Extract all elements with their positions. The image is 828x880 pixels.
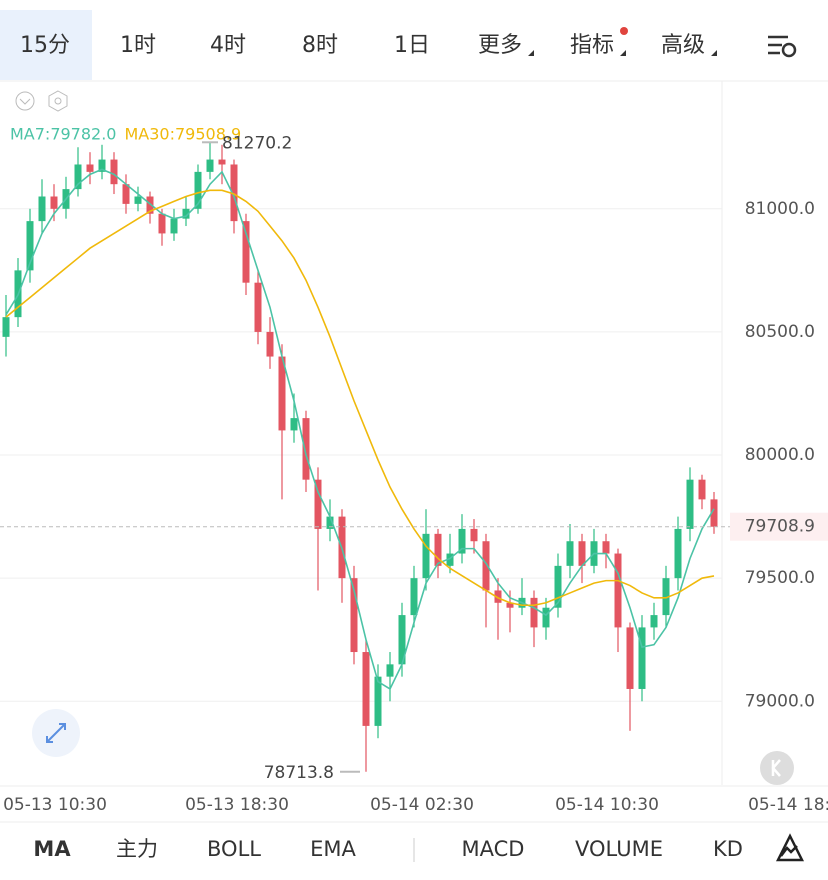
scroll-latest-button[interactable] [760, 751, 794, 785]
x-tick-label: 05-13 18:30 [185, 795, 289, 815]
x-tick-label: 05-14 10:30 [555, 795, 659, 815]
candle-body [494, 590, 502, 603]
x-tick-label: 05-14 18:30 [748, 795, 828, 815]
candle-body [626, 627, 634, 689]
candle-body [170, 218, 178, 234]
timeframe-tab[interactable]: 高级 [661, 33, 705, 58]
x-tick-label: 05-14 02:30 [370, 795, 474, 815]
candle-body [182, 208, 190, 219]
y-tick-label: 79500.0 [745, 568, 815, 588]
high-label: 81270.2 [222, 133, 292, 153]
timeframe-tab[interactable]: 指标 [570, 33, 614, 58]
candle-body [110, 159, 118, 185]
candle-body [242, 221, 250, 283]
last-price-label: 79708.9 [745, 517, 815, 537]
timeframe-tab[interactable]: 15分 [20, 33, 70, 58]
expand-button[interactable] [32, 709, 80, 757]
candle-body [566, 541, 574, 566]
y-tick-label: 80500.0 [745, 322, 815, 342]
candle-body [506, 602, 514, 608]
low-label: 78713.8 [264, 763, 334, 783]
candle-body [326, 516, 334, 529]
ma-line [5, 168, 715, 691]
candle-body [38, 196, 46, 222]
candle-body [614, 553, 622, 628]
candle-body [218, 159, 226, 165]
candle-body [230, 164, 238, 222]
ma-line [5, 189, 715, 607]
indicator-tab[interactable]: VOLUME [575, 837, 663, 861]
candle-body [434, 533, 442, 566]
candle-body [74, 164, 82, 190]
candle-body [302, 418, 310, 480]
candle-body [554, 565, 562, 608]
candle-body [686, 479, 694, 529]
candle-body [422, 533, 430, 579]
candle-body [638, 627, 646, 689]
candle-body [410, 578, 418, 616]
ma-legend: MA30:79508.9 [124, 125, 241, 144]
timeframe-tab[interactable]: 1日 [394, 33, 430, 58]
candle-body [350, 578, 358, 653]
indicator-tab[interactable]: EMA [310, 837, 356, 861]
indicator-tab[interactable]: MA [33, 837, 71, 861]
candle-body [398, 615, 406, 665]
candle-body [278, 356, 286, 431]
x-tick-label: 05-13 10:30 [3, 795, 107, 815]
candle-body [710, 499, 718, 527]
candle-body [134, 196, 142, 204]
candle-body [542, 607, 550, 628]
chart-settings-icons[interactable] [15, 90, 68, 112]
candle-body [482, 541, 490, 591]
candle-body [86, 164, 94, 172]
ma-legend: MA7:79782.0 [10, 125, 116, 144]
candle-body [386, 664, 394, 677]
y-tick-label: 81000.0 [745, 199, 815, 219]
indicator-tab[interactable]: 主力 [116, 837, 158, 861]
candle-body [578, 541, 586, 566]
candle-body [290, 418, 298, 431]
candle-body [146, 196, 154, 214]
last-price-bg [730, 512, 828, 541]
indicator-tab[interactable]: BOLL [207, 837, 261, 861]
timeframe-tab[interactable]: 更多 [478, 33, 522, 58]
draw-icon[interactable] [775, 833, 805, 862]
candle-body [602, 541, 610, 554]
candle-body [446, 553, 454, 566]
timeframe-tab[interactable]: 1时 [120, 33, 156, 58]
candle-body [254, 282, 262, 332]
candle-body [194, 171, 202, 209]
y-tick-label: 80000.0 [745, 445, 815, 465]
timeframe-tab[interactable]: 4时 [210, 33, 246, 58]
candle-body [650, 615, 658, 628]
candle-body [470, 528, 478, 542]
candle-body [362, 652, 370, 726]
candles [2, 142, 718, 772]
candle-body [158, 213, 166, 234]
candle-body [206, 159, 214, 172]
candle-body [26, 221, 34, 271]
indicator-tab[interactable]: KD [713, 837, 743, 861]
timeframe-tab[interactable]: 8时 [302, 33, 338, 58]
candle-body [698, 479, 706, 500]
candle-body [374, 676, 382, 726]
candle-body [266, 331, 274, 357]
tab-decorations [528, 27, 797, 58]
candle-body [314, 479, 322, 529]
selected-tab-bg [0, 10, 92, 80]
indicator-tab[interactable]: MACD [462, 837, 525, 861]
candle-body [530, 597, 538, 628]
candle-body [458, 528, 466, 554]
candle-body [50, 196, 58, 209]
candle-body [662, 578, 670, 616]
candle-body [674, 528, 682, 579]
candle-body [122, 184, 130, 204]
candle-body [98, 159, 106, 172]
y-tick-label: 79000.0 [745, 691, 815, 711]
candle-body [2, 317, 10, 337]
